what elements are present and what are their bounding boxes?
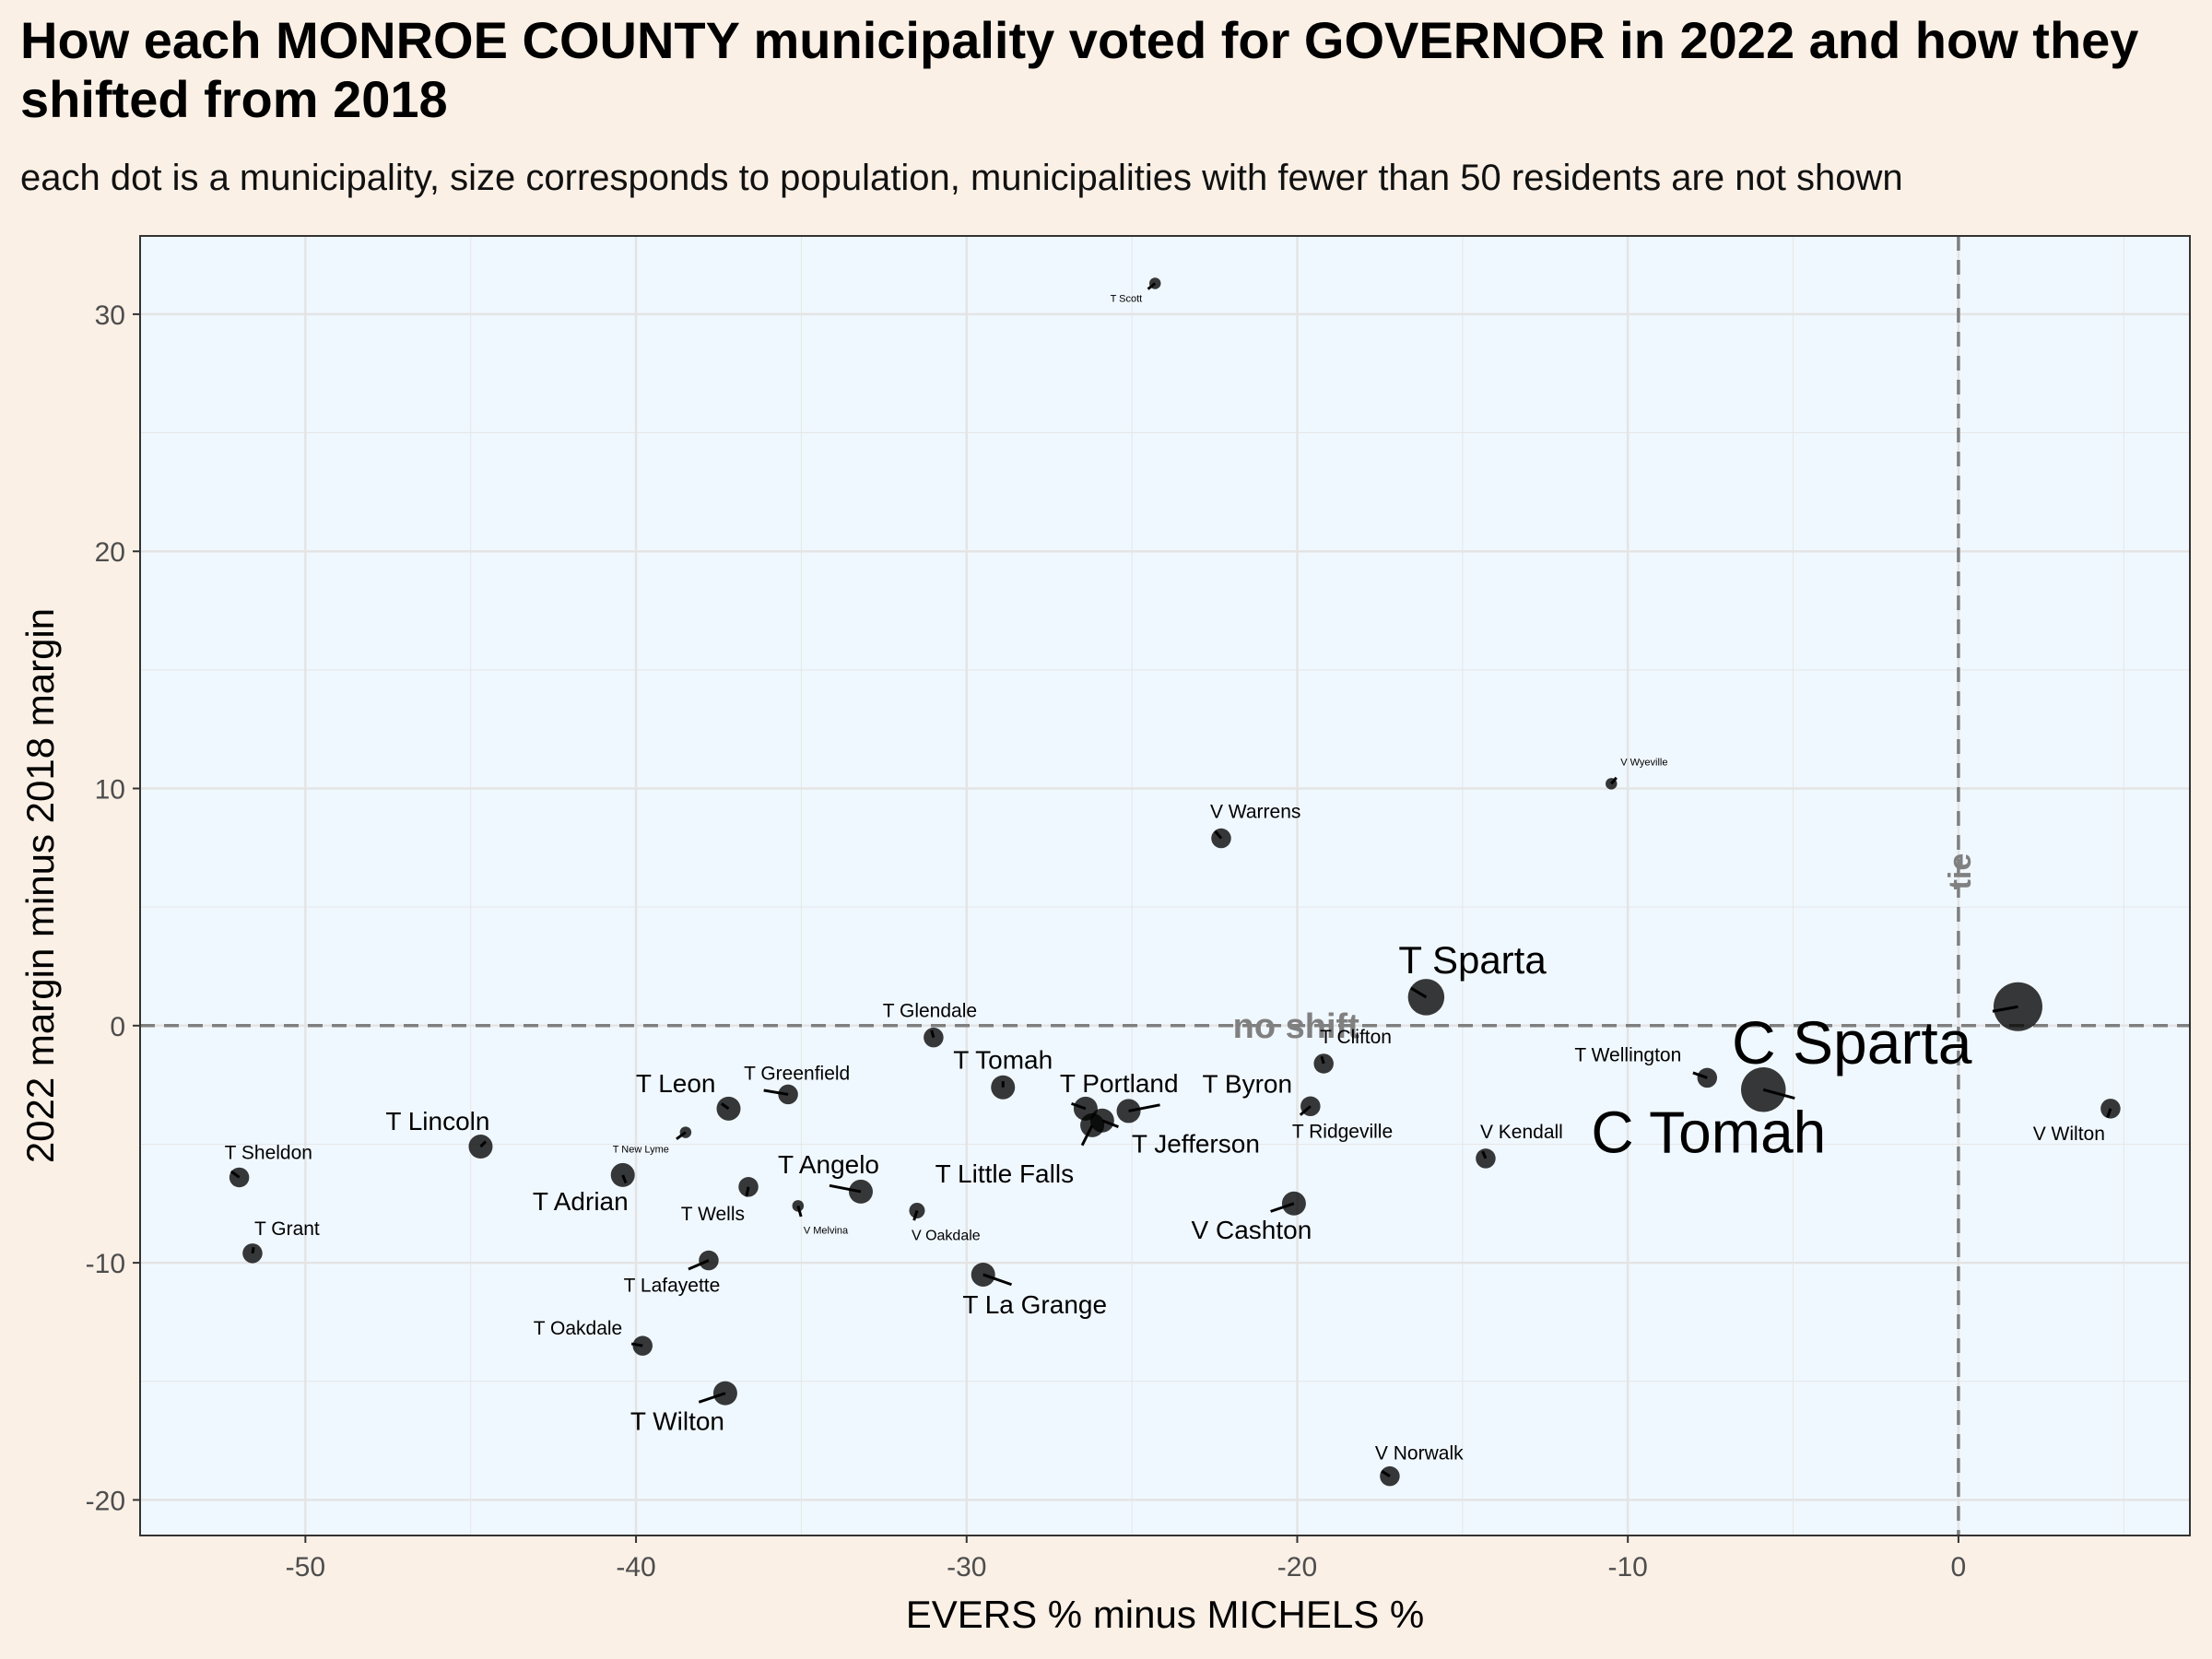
point-label: T New Lyme <box>613 1145 669 1156</box>
y-axis-title: 2022 margin minus 2018 margin <box>18 608 62 1163</box>
data-point <box>792 1200 805 1212</box>
point-label: V Warrens <box>1210 802 1300 823</box>
point-label: C Tomah <box>1591 1099 1826 1165</box>
point-label: T Byron <box>1203 1069 1293 1098</box>
point-label: T Clifton <box>1320 1027 1392 1048</box>
x-tick-label: -50 <box>286 1552 325 1583</box>
data-point <box>699 1250 719 1271</box>
data-point <box>1993 982 2042 1031</box>
data-point <box>1313 1053 1334 1074</box>
data-point <box>778 1084 798 1105</box>
data-point <box>909 1203 925 1218</box>
y-tick-label: 10 <box>95 775 125 806</box>
y-tick-label: 20 <box>95 537 125 568</box>
y-tick-label: -20 <box>86 1486 125 1516</box>
point-label: T La Grange <box>962 1290 1107 1319</box>
point-label: V Norwalk <box>1375 1443 1464 1465</box>
x-axis-title: EVERS % minus MICHELS % <box>906 1593 1425 1636</box>
point-label: T Oakdale <box>534 1318 623 1339</box>
y-axis-ticks: -20 -10 0 10 20 30 <box>86 300 140 1516</box>
point-label: T Lafayette <box>624 1276 721 1297</box>
no-shift-label: no shift <box>1233 1007 1360 1046</box>
point-label: T Jefferson <box>1132 1130 1260 1159</box>
point-label: T Grant <box>254 1218 320 1240</box>
point-label: V Oakdale <box>912 1229 981 1244</box>
data-point <box>2100 1099 2121 1119</box>
data-point <box>716 1096 741 1121</box>
point-label: T Glendale <box>883 1001 977 1022</box>
tie-label: tie <box>1943 853 1978 890</box>
chart-subtitle: each dot is a municipality, size corresp… <box>20 158 1903 198</box>
point-label: T Sheldon <box>225 1142 312 1163</box>
data-point <box>924 1027 944 1048</box>
point-label: T Portland <box>1060 1069 1179 1098</box>
x-axis-ticks: -50 -40 -30 -20 -10 0 <box>286 1535 1967 1583</box>
point-label: T Wilton <box>630 1407 724 1436</box>
data-point <box>679 1126 692 1138</box>
data-point <box>1407 979 1445 1016</box>
point-labels: T Scott V Wyeville V Warrens T Sparta C Spar… <box>225 293 2105 1464</box>
data-point <box>1300 1096 1321 1117</box>
plot-panel <box>140 236 2190 1535</box>
point-label: T Tomah <box>953 1046 1053 1075</box>
x-tick-label: -20 <box>1277 1552 1317 1583</box>
point-label: C Sparta <box>1732 1008 1972 1077</box>
point-label: T Angelo <box>778 1150 879 1179</box>
data-point <box>712 1381 737 1406</box>
x-tick-label: -10 <box>1608 1552 1648 1583</box>
y-tick-label: 0 <box>110 1012 125 1042</box>
data-points <box>229 277 2121 1487</box>
data-point <box>468 1135 493 1159</box>
data-point <box>738 1177 759 1197</box>
point-label: V Kendall <box>1480 1122 1563 1143</box>
x-tick-label: 0 <box>1951 1552 1967 1583</box>
point-label: T Greenfield <box>744 1063 850 1084</box>
data-point <box>1148 277 1161 289</box>
data-point <box>610 1162 635 1187</box>
point-label: V Cashton <box>1192 1216 1312 1244</box>
point-label: V Melvina <box>804 1225 849 1236</box>
point-label: T Leon <box>636 1069 716 1098</box>
y-tick-label: -10 <box>86 1249 125 1279</box>
point-label: T Lincoln <box>385 1107 489 1135</box>
data-point <box>1281 1191 1306 1216</box>
point-label: V Wyeville <box>1620 757 1667 768</box>
data-point <box>229 1167 250 1188</box>
data-point <box>848 1179 873 1204</box>
data-point <box>632 1335 653 1356</box>
x-tick-label: -40 <box>616 1552 655 1583</box>
data-point <box>1380 1465 1400 1487</box>
data-point <box>1089 1108 1114 1133</box>
point-label: T Little Falls <box>935 1159 1074 1188</box>
data-point <box>1476 1148 1496 1169</box>
data-point <box>242 1243 263 1264</box>
point-label: V Wilton <box>2033 1124 2105 1145</box>
minor-grid <box>139 236 2190 1535</box>
data-point <box>1116 1099 1141 1124</box>
point-label: T Wellington <box>1574 1044 1681 1065</box>
data-point <box>1211 828 1231 849</box>
point-label: T Ridgeville <box>1292 1121 1393 1142</box>
x-tick-label: -30 <box>947 1552 986 1583</box>
point-label: T Scott <box>1111 293 1143 304</box>
data-point <box>1697 1067 1718 1088</box>
data-point <box>971 1262 995 1287</box>
point-label: T Adrian <box>533 1187 629 1216</box>
data-point <box>991 1075 1016 1100</box>
chart-title: How each MONROE COUNTY municipality vote… <box>20 11 2139 128</box>
point-label: T Wells <box>681 1204 745 1225</box>
data-point <box>1606 778 1618 790</box>
data-point <box>1741 1067 1786 1112</box>
plot-border <box>139 235 2191 1536</box>
point-label: T Sparta <box>1398 938 1547 982</box>
y-tick-label: 30 <box>95 300 125 331</box>
